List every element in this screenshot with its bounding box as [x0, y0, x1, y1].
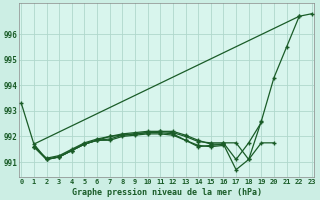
X-axis label: Graphe pression niveau de la mer (hPa): Graphe pression niveau de la mer (hPa)	[72, 188, 261, 197]
